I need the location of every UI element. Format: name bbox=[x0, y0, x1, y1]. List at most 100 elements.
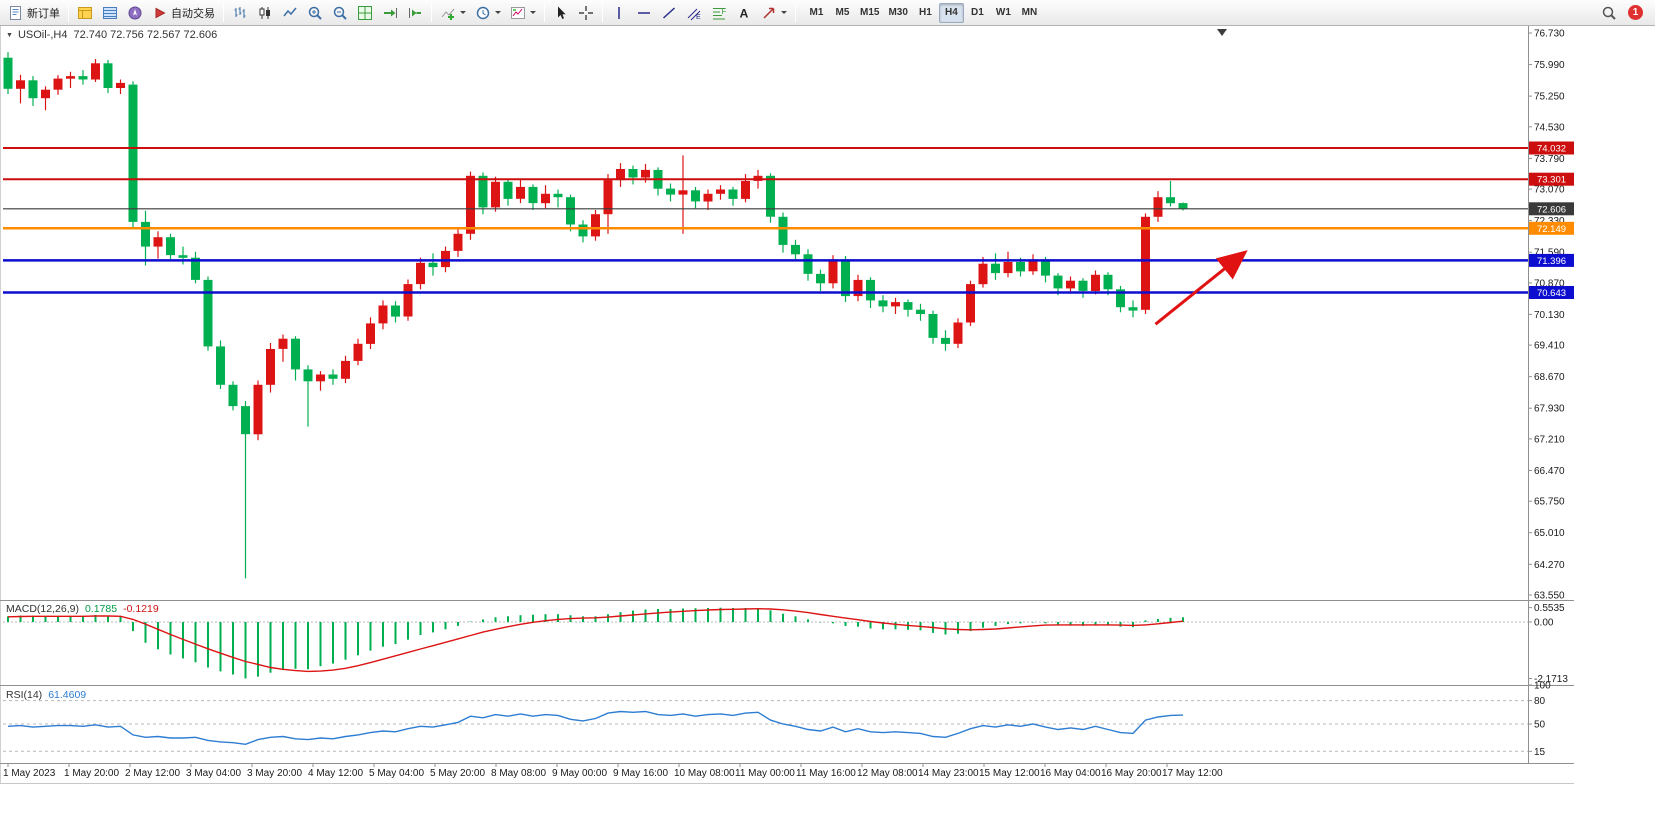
svg-text:1 May 20:00: 1 May 20:00 bbox=[64, 768, 119, 779]
auto-trading-button[interactable]: 自动交易 bbox=[148, 2, 219, 24]
rsi-name: RSI(14) bbox=[6, 689, 43, 701]
auto-scroll-icon bbox=[384, 7, 397, 18]
zoom-out-button[interactable] bbox=[328, 2, 352, 24]
trend-arrow[interactable] bbox=[1154, 250, 1248, 326]
timeframe-button-m5[interactable]: M5 bbox=[830, 3, 855, 23]
timeframe-group: M1 M5 M15 M30 H1 H4 D1 W1 MN bbox=[804, 2, 1042, 23]
svg-text:A: A bbox=[740, 6, 749, 20]
toolbar-separator bbox=[544, 3, 545, 22]
timeframe-button-h4[interactable]: H4 bbox=[938, 2, 964, 23]
chart-shift-marker[interactable] bbox=[1217, 29, 1227, 36]
rsi-line bbox=[7, 710, 1184, 746]
rsi-indicator-label: RSI(14) 61.4609 bbox=[6, 689, 86, 701]
macd-pane: 0.5535 0.00 -2.1713 bbox=[3, 603, 1568, 685]
arrows-tool-button[interactable] bbox=[757, 2, 791, 24]
horizontal-line-icon bbox=[638, 11, 650, 14]
timeframe-button-m15[interactable]: M15 bbox=[856, 3, 883, 23]
toolbar-separator bbox=[68, 3, 69, 22]
channel-button[interactable]: E bbox=[682, 2, 706, 24]
templates-button[interactable] bbox=[506, 2, 540, 24]
text-tool-button[interactable]: A bbox=[732, 2, 756, 24]
arrows-tool-icon bbox=[763, 7, 775, 19]
chart-canvas[interactable]: 76.730 75.990 75.250 74.530 73.790 73.070 72.3… bbox=[0, 26, 1655, 830]
data-window-button[interactable] bbox=[98, 2, 122, 24]
macd-signal-value: -0.1219 bbox=[123, 603, 159, 615]
svg-text:76.730: 76.730 bbox=[1534, 29, 1565, 40]
timeframe-button-d1[interactable]: D1 bbox=[965, 3, 990, 23]
svg-text:74.530: 74.530 bbox=[1534, 122, 1565, 133]
macd-name: MACD(12,26,9) bbox=[6, 603, 79, 615]
market-watch-icon bbox=[78, 6, 92, 19]
svg-text:65.010: 65.010 bbox=[1534, 528, 1565, 539]
price-axis[interactable]: 76.730 75.990 75.250 74.530 73.790 73.070 72.3… bbox=[1528, 29, 1565, 602]
templates-icon bbox=[511, 6, 525, 19]
svg-text:-2.1713: -2.1713 bbox=[1534, 674, 1568, 685]
navigator-button[interactable] bbox=[123, 2, 147, 24]
ohlc-values: 72.740 72.756 72.567 72.606 bbox=[73, 29, 218, 41]
svg-text:80: 80 bbox=[1534, 696, 1546, 707]
bar-chart-button[interactable] bbox=[228, 2, 252, 24]
auto-trading-icon bbox=[155, 7, 166, 18]
chart-title: ▼ USOil-,H4 72.740 72.756 72.567 72.606 bbox=[6, 29, 217, 41]
new-order-button[interactable]: 新订单 bbox=[4, 2, 64, 24]
svg-text:9 May 00:00: 9 May 00:00 bbox=[552, 768, 607, 779]
svg-text:70.130: 70.130 bbox=[1534, 310, 1565, 321]
auto-trading-label: 自动交易 bbox=[171, 7, 215, 20]
svg-text:75.250: 75.250 bbox=[1534, 92, 1565, 103]
equidistant-channel-icon: E bbox=[687, 8, 701, 21]
crosshair-icon bbox=[579, 5, 593, 20]
trendline-button[interactable] bbox=[657, 2, 681, 24]
zoom-in-button[interactable] bbox=[303, 2, 327, 24]
new-order-icon bbox=[10, 5, 21, 20]
svg-text:70.643: 70.643 bbox=[1537, 288, 1566, 299]
notification-badge[interactable]: 1 bbox=[1628, 5, 1643, 20]
price-level-lines[interactable] bbox=[3, 147, 1528, 294]
horizontal-line-button[interactable] bbox=[632, 2, 656, 24]
macd-signal-line bbox=[7, 607, 1184, 673]
tile-windows-button[interactable] bbox=[353, 2, 377, 24]
search-button[interactable] bbox=[1597, 2, 1621, 24]
symbol-period-label: USOil-,H4 bbox=[17, 29, 68, 41]
svg-text:5 May 04:00: 5 May 04:00 bbox=[369, 768, 424, 779]
chart-shift-button[interactable] bbox=[403, 2, 427, 24]
price-tags: 74.032 73.301 72.606 72.149 71.396 70.643 bbox=[1529, 141, 1574, 299]
rsi-value: 61.4609 bbox=[48, 689, 87, 701]
new-order-label: 新订单 bbox=[27, 7, 60, 20]
timeframe-button-m30[interactable]: M30 bbox=[884, 3, 911, 23]
data-window-icon bbox=[103, 6, 117, 19]
timeframe-button-h1[interactable]: H1 bbox=[913, 3, 938, 23]
svg-text:3 May 04:00: 3 May 04:00 bbox=[186, 768, 241, 779]
svg-text:3 May 20:00: 3 May 20:00 bbox=[247, 768, 302, 779]
svg-text:69.410: 69.410 bbox=[1534, 341, 1565, 352]
svg-text:64.270: 64.270 bbox=[1534, 560, 1565, 571]
timeframe-button-w1[interactable]: W1 bbox=[991, 3, 1016, 23]
toolbar-separator bbox=[795, 3, 796, 22]
time-axis[interactable]: 1 May 2023 1 May 20:00 2 May 12:00 3 May 04… bbox=[3, 763, 1223, 779]
fibonacci-button[interactable]: F bbox=[707, 2, 731, 24]
chart-region[interactable]: 76.730 75.990 75.250 74.530 73.790 73.070 72.3… bbox=[0, 26, 1655, 830]
line-chart-button[interactable] bbox=[278, 2, 302, 24]
chart-shift-icon bbox=[409, 7, 421, 18]
indicators-button[interactable] bbox=[436, 2, 470, 24]
svg-text:16 May 04:00: 16 May 04:00 bbox=[1040, 768, 1101, 779]
indicators-icon bbox=[441, 8, 455, 20]
auto-scroll-button[interactable] bbox=[378, 2, 402, 24]
svg-text:67.930: 67.930 bbox=[1534, 404, 1565, 415]
line-chart-icon bbox=[283, 7, 297, 16]
collapse-triangle-icon: ▼ bbox=[6, 31, 13, 39]
periods-clock-icon bbox=[476, 6, 490, 19]
svg-text:70.870: 70.870 bbox=[1534, 278, 1565, 289]
toolbar-separator bbox=[431, 3, 432, 22]
timeframe-button-m1[interactable]: M1 bbox=[804, 3, 829, 23]
timeframe-button-mn[interactable]: MN bbox=[1017, 3, 1042, 23]
candlestick-chart-button[interactable] bbox=[253, 2, 277, 24]
cursor-button[interactable] bbox=[549, 2, 573, 24]
vertical-line-button[interactable] bbox=[607, 2, 631, 24]
periods-button[interactable] bbox=[471, 2, 505, 24]
arrows-dropdown-caret bbox=[781, 11, 787, 14]
market-watch-button[interactable] bbox=[73, 2, 97, 24]
toolbar-right-group: 1 bbox=[1597, 2, 1651, 24]
vertical-line-icon bbox=[618, 6, 620, 19]
crosshair-button[interactable] bbox=[574, 2, 598, 24]
svg-text:73.301: 73.301 bbox=[1537, 175, 1566, 186]
